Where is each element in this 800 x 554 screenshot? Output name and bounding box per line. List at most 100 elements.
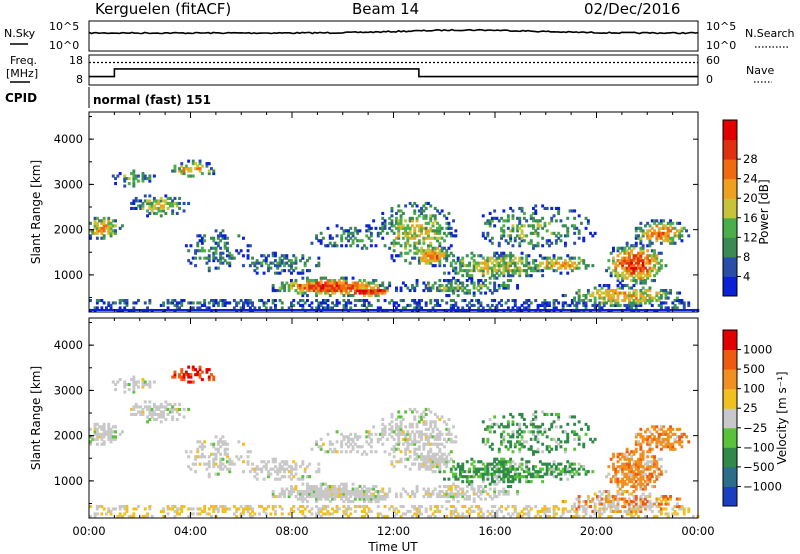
power-cell [317, 303, 321, 307]
velocity-cell [358, 445, 362, 449]
power-cell [612, 291, 615, 295]
velocity-cell [401, 417, 405, 421]
power-cell [506, 271, 510, 275]
velocity-cell [141, 383, 145, 387]
power-cell [634, 296, 638, 300]
velocity-cell [342, 495, 346, 499]
velocity-cell [312, 490, 316, 494]
velocity-cell [214, 447, 218, 451]
velocity-cell [326, 512, 330, 516]
velocity-cell [497, 475, 501, 479]
velocity-cell [381, 442, 385, 446]
power-cell [625, 241, 629, 245]
power-cell [470, 251, 474, 255]
power-cell [566, 303, 570, 307]
velocity-cell [454, 495, 458, 499]
power-cell [628, 246, 631, 250]
power-cell [454, 269, 458, 273]
velocity-cell [641, 475, 645, 479]
velocity-cell [509, 440, 513, 444]
velocity-cell [299, 490, 302, 494]
power-cell [609, 303, 613, 307]
velocity-cell [408, 509, 412, 513]
power-cell [534, 209, 538, 213]
power-cell [525, 274, 529, 278]
velocity-cell [191, 462, 195, 466]
power-cell [666, 236, 670, 240]
power-cell [210, 299, 213, 303]
power-cell [566, 216, 570, 220]
velocity-cell [212, 375, 216, 379]
velocity-cell [301, 505, 305, 509]
power-cell [481, 281, 485, 285]
velocity-cell [294, 462, 298, 466]
velocity-cell [223, 450, 227, 454]
power-cell [637, 266, 640, 270]
velocity-cell [395, 427, 398, 431]
power-cell [447, 224, 451, 228]
power-cell [463, 264, 467, 268]
velocity-cell [118, 378, 122, 382]
power-cell [582, 303, 586, 307]
power-cell [614, 269, 618, 273]
velocity-cell [214, 455, 218, 459]
power-cell [657, 234, 661, 238]
power-cell [481, 271, 485, 275]
velocity-cell [538, 509, 542, 513]
velocity-cell [497, 460, 501, 464]
velocity-cell [452, 509, 455, 513]
power-cell [207, 266, 211, 270]
velocity-cell [335, 509, 339, 513]
power-cell [632, 266, 636, 270]
power-cell [431, 286, 435, 290]
power-cell [623, 249, 627, 253]
velocity-cell [210, 373, 213, 377]
velocity-cell [427, 450, 430, 454]
power-cell [162, 209, 165, 213]
power-cell [582, 301, 586, 305]
velocity-cell [433, 509, 437, 513]
velocity-cell [251, 509, 254, 513]
power-cell [180, 164, 184, 168]
power-cell [493, 216, 497, 220]
velocity-cell [639, 487, 643, 491]
power-cell [621, 256, 624, 260]
velocity-cell [440, 460, 444, 464]
power-cell [675, 234, 679, 238]
velocity-cell [436, 432, 439, 436]
power-cell [328, 306, 332, 310]
power-cell [148, 206, 152, 210]
velocity-cell [95, 442, 99, 446]
velocity-cell [351, 445, 355, 449]
power-cell [438, 249, 442, 253]
power-cell [673, 303, 677, 307]
power-cell [641, 264, 645, 268]
power-cell [98, 219, 101, 223]
velocity-cell [486, 440, 490, 444]
velocity-cell [337, 495, 341, 499]
velocity-cell [200, 378, 204, 382]
power-cell [481, 261, 485, 265]
velocity-cell [100, 427, 104, 431]
power-cell [470, 281, 474, 285]
velocity-cell [292, 505, 296, 509]
power-cell [561, 301, 565, 305]
velocity-cell [219, 465, 223, 469]
velocity-cell [443, 437, 446, 441]
velocity-cell [529, 447, 533, 451]
power-cell [550, 264, 554, 268]
power-cell [290, 301, 293, 305]
power-cell [200, 303, 204, 307]
power-cell [392, 303, 396, 307]
velocity-cell [532, 450, 535, 454]
power-cell [644, 224, 647, 228]
power-cell [351, 239, 355, 243]
velocity-cell [93, 512, 97, 516]
power-cell [490, 269, 494, 273]
velocity-cell [481, 462, 485, 466]
power-cell [554, 234, 558, 238]
velocity-cell [411, 442, 414, 446]
velocity-cell [561, 509, 565, 513]
velocity-cell [417, 435, 421, 439]
velocity-cell [376, 492, 380, 496]
